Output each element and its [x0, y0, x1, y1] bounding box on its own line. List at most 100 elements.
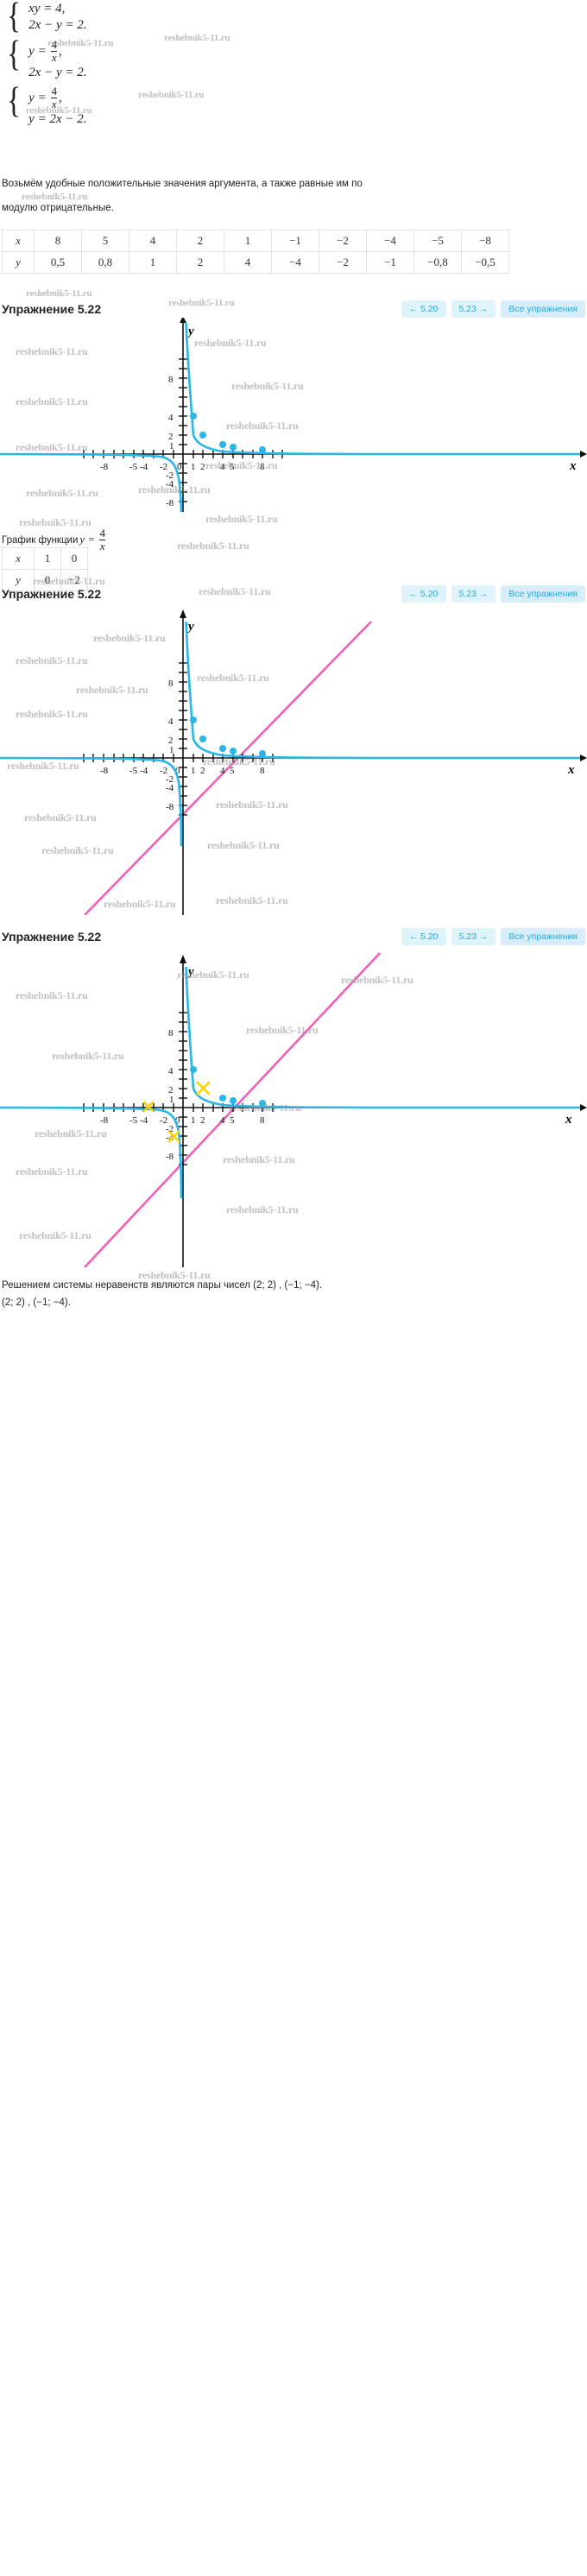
- cell-x-9: −8: [461, 230, 509, 252]
- cell-x-7: −4: [366, 230, 414, 252]
- svg-text:4: 4: [220, 462, 225, 472]
- conclusion-text: Решением системы неравенств являются пар…: [2, 1280, 323, 1291]
- svg-text:2: 2: [200, 1115, 205, 1126]
- svg-text:1: 1: [191, 1115, 196, 1126]
- data-points: [190, 413, 266, 453]
- system-1: { xy = 4, 2x − y = 2.: [5, 0, 86, 35]
- svg-text:-8: -8: [166, 498, 174, 508]
- watermark: reshebnik5-11.ru: [216, 799, 288, 811]
- intro-line-1: Возьмём удобные положительные значения а…: [2, 179, 363, 189]
- hyperbola-branch-negative: [0, 1106, 183, 1199]
- all-exercises-button[interactable]: Все упражнения: [501, 585, 585, 603]
- svg-text:-4: -4: [166, 479, 174, 489]
- equation: xy = 4,: [28, 2, 66, 16]
- watermark: reshebnik5-11.ru: [26, 105, 92, 116]
- svg-text:0: 0: [175, 1115, 180, 1126]
- cell-y-3: 2: [176, 251, 224, 274]
- prev-exercise-button[interactable]: ← 5.20: [401, 928, 446, 945]
- cell-x-0: 1: [34, 547, 61, 570]
- watermark: reshebnik5-11.ru: [16, 708, 88, 720]
- watermark: reshebnik5-11.ru: [138, 483, 211, 496]
- watermark: reshebnik5-11.ru: [16, 441, 88, 453]
- watermark: reshebnik5-11.ru: [229, 1102, 301, 1114]
- svg-text:8: 8: [260, 766, 265, 776]
- svg-text:1: 1: [191, 766, 196, 776]
- cell-y-6: −2: [319, 251, 367, 274]
- svg-text:0: 0: [177, 462, 182, 472]
- watermark: reshebnik5-11.ru: [223, 1153, 295, 1165]
- watermark: reshebnik5-11.ru: [194, 337, 267, 349]
- cell-y-5: −4: [271, 251, 319, 274]
- intro-line-2: модулю отрицательные.: [2, 203, 114, 214]
- watermark: reshebnik5-11.ru: [205, 513, 278, 525]
- svg-text:-4: -4: [140, 1115, 148, 1126]
- data-points: [190, 1066, 266, 1107]
- brace-icon: {: [7, 35, 22, 74]
- equation: 2x − y = 2.: [28, 66, 87, 80]
- all-exercises-button[interactable]: Все упражнения: [501, 300, 585, 318]
- svg-text:-8: -8: [100, 1115, 109, 1126]
- svg-text:-2: -2: [166, 1124, 174, 1134]
- graph-1-svg: x y: [0, 318, 587, 512]
- y-axis-arrow-icon: [180, 318, 186, 323]
- prev-exercise-button[interactable]: ← 5.20: [401, 300, 446, 318]
- page-title: Упражнение 5.22: [2, 587, 102, 601]
- next-exercise-button[interactable]: 5.23 →: [451, 300, 496, 318]
- svg-text:-2: -2: [160, 766, 167, 776]
- svg-text:4: 4: [168, 413, 174, 423]
- svg-text:2: 2: [168, 432, 174, 442]
- svg-text:2: 2: [168, 736, 174, 746]
- svg-text:1: 1: [191, 462, 196, 472]
- table-row: y 0 −2: [2, 569, 88, 591]
- y-axis-label: y: [186, 965, 194, 979]
- cell-y-4: 4: [224, 251, 272, 274]
- svg-text:2: 2: [200, 766, 205, 776]
- row-label-y: y: [2, 569, 35, 591]
- svg-text:8: 8: [168, 679, 174, 689]
- next-exercise-button[interactable]: 5.23 →: [451, 928, 496, 945]
- svg-text:8: 8: [260, 462, 265, 472]
- conclusion: Решением системы неравенств являются пар…: [2, 1279, 585, 1310]
- y-axis-label: y: [186, 325, 194, 338]
- cell-y-2: 1: [129, 251, 177, 274]
- cell-x-2: 4: [129, 230, 177, 252]
- svg-text:2: 2: [168, 1085, 174, 1095]
- graph-2-svg: x y: [0, 609, 587, 915]
- x-axis-label: x: [567, 763, 575, 777]
- svg-text:4: 4: [168, 717, 174, 727]
- brace-icon: {: [7, 81, 22, 121]
- watermark: reshebnik5-11.ru: [52, 1050, 124, 1062]
- svg-text:8: 8: [260, 1115, 265, 1126]
- watermark: reshebnik5-11.ru: [226, 1203, 299, 1215]
- svg-text:-8: -8: [100, 766, 109, 776]
- watermark: reshebnik5-11.ru: [35, 1127, 107, 1140]
- final-answer: (2; 2) , (−1; −4).: [2, 1297, 71, 1309]
- cell-x-0: 8: [34, 230, 82, 252]
- watermark: reshebnik5-11.ru: [76, 684, 148, 696]
- next-exercise-button[interactable]: 5.23 →: [451, 585, 496, 603]
- x-ticks: [83, 1103, 274, 1112]
- svg-text:-2: -2: [160, 1115, 167, 1126]
- exercise-nav: ← 5.20 5.23 → Все упражнения: [401, 585, 585, 603]
- prev-exercise-button[interactable]: ← 5.20: [401, 585, 446, 603]
- svg-text:-4: -4: [166, 783, 174, 793]
- table-row: y 0,5 0,8 1 2 4 −4 −2 −1 −0,8 −0,5: [2, 251, 509, 274]
- svg-text:-2: -2: [166, 774, 174, 785]
- svg-text:-4: -4: [140, 766, 148, 776]
- watermark: reshebnik5-11.ru: [16, 395, 88, 407]
- cell-y-0: 0,5: [34, 251, 82, 274]
- svg-text:-5: -5: [129, 766, 138, 776]
- svg-text:8: 8: [168, 1028, 174, 1039]
- all-exercises-button[interactable]: Все упражнения: [501, 928, 585, 945]
- y-axis-label: y: [186, 620, 194, 634]
- row-label-y: y: [2, 251, 35, 274]
- watermark: reshebnik5-11.ru: [164, 33, 230, 43]
- svg-text:5: 5: [230, 1115, 235, 1126]
- watermark: reshebnik5-11.ru: [168, 298, 235, 308]
- row-label-x: x: [2, 230, 35, 252]
- watermark: reshebnik5-11.ru: [207, 839, 280, 851]
